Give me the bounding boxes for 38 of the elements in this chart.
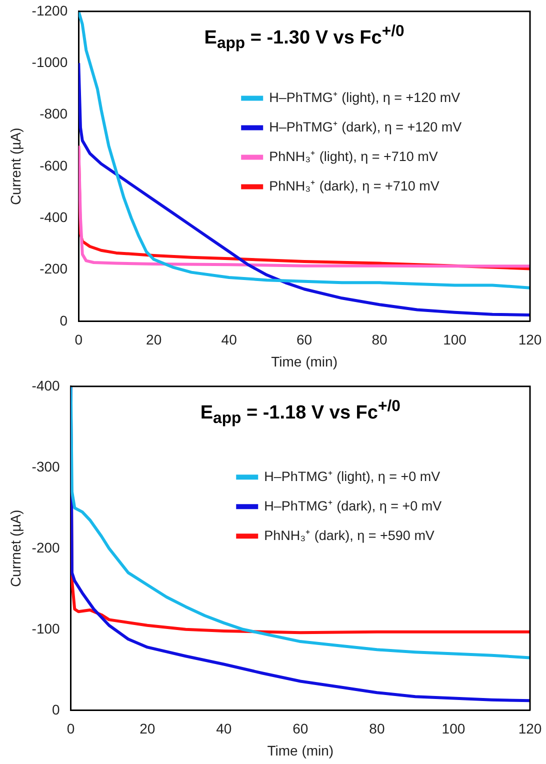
x-tick-label: 120 bbox=[518, 332, 542, 348]
y-tick-label: -400 bbox=[40, 208, 68, 225]
y-tick-label: 0 bbox=[60, 312, 68, 328]
legend-label: H–PhTMG⁺ (light), η = +0 mV bbox=[264, 468, 440, 484]
x-tick-label: 60 bbox=[296, 332, 312, 348]
x-tick-label: 20 bbox=[146, 332, 162, 348]
x-tick-label: 40 bbox=[221, 332, 238, 348]
x-tick-label: 100 bbox=[443, 332, 467, 348]
y-tick-label: -200 bbox=[32, 539, 60, 556]
x-tick-label: 40 bbox=[216, 720, 232, 737]
x-tick-label: 80 bbox=[372, 332, 388, 348]
x-tick-label: 20 bbox=[140, 720, 156, 737]
y-tick-label: -1000 bbox=[32, 54, 68, 70]
y-tick-label: -300 bbox=[32, 458, 60, 474]
text: E$_{app}$ = -1.30 V vs Fc$^{+/0}$ bbox=[203, 23, 406, 54]
y-axis-title: Current (µA) bbox=[7, 128, 24, 206]
x-axis-title: Time (min) bbox=[271, 353, 338, 370]
y-tick-label: -100 bbox=[32, 620, 60, 636]
y-tick-label: -1200 bbox=[32, 2, 68, 18]
text: E$_{app}$ = -1.18 V vs Fc$^{+/0}$ bbox=[199, 398, 402, 429]
x-tick-label: 120 bbox=[518, 720, 542, 737]
y-tick-label: 0 bbox=[52, 701, 60, 718]
x-tick-label: 80 bbox=[369, 720, 385, 737]
x-tick-label: 0 bbox=[74, 332, 83, 348]
legend-label: H–PhTMG⁺ (light), η = +120 mV bbox=[269, 90, 460, 105]
y-tick-label: -800 bbox=[40, 106, 68, 122]
x-tick-label: 60 bbox=[292, 720, 308, 737]
x-tick-label: 100 bbox=[442, 720, 466, 737]
legend-label: PhNH₃⁺ (dark), η = +590 mV bbox=[264, 528, 434, 543]
legend-label: H–PhTMG⁺ (dark), η = +0 mV bbox=[264, 498, 442, 514]
y-tick-label: -200 bbox=[40, 260, 68, 277]
legend-label: PhNH₃⁺ (light), η = +710 mV bbox=[269, 148, 438, 164]
y-axis-title: Currnet (µA) bbox=[7, 510, 24, 588]
y-tick-label: -400 bbox=[32, 377, 60, 394]
x-axis-title: Time (min) bbox=[267, 742, 334, 758]
y-tick-label: -600 bbox=[40, 157, 68, 174]
legend-label: PhNH₃⁺ (dark), η = +710 mV bbox=[269, 178, 440, 194]
legend-label: H–PhTMG⁺ (dark), η = +120 mV bbox=[269, 119, 462, 134]
